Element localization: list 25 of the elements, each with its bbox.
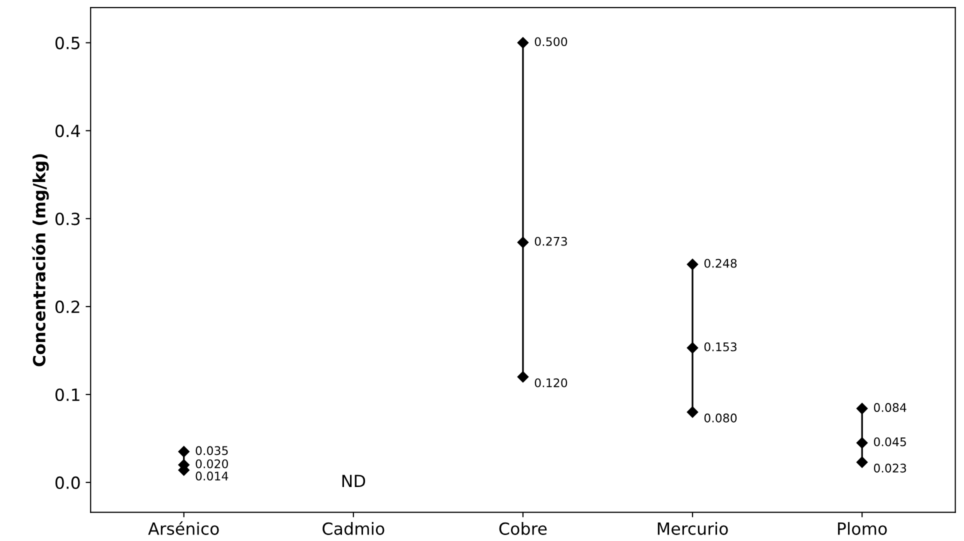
x-tick-label: Cobre [499,522,547,535]
data-label: 0.080 [704,414,737,422]
data-label: 0.045 [874,437,906,446]
x-tick-label: Plomo [838,522,887,535]
data-label: 0.014 [196,472,228,480]
y-tick-label: 0.3 [55,212,80,226]
data-label: 0.248 [704,258,737,268]
data-label: 0.153 [704,342,736,352]
y-tick-label: 0.2 [55,300,80,314]
data-label: 0.020 [196,459,228,468]
data-label: 0.273 [534,236,567,246]
y-axis-title: Concentración (mg/kg) [32,154,49,366]
data-label: 0.120 [534,378,568,388]
annotation: ND [342,474,366,488]
y-tick-label: 0.4 [55,124,80,138]
x-tick-label: Arsénico [148,521,219,535]
x-tick-label: Cadmio [322,522,384,535]
data-label: 0.023 [874,464,906,473]
y-tick-label: 0.1 [55,388,80,402]
y-tick-label: 0.5 [55,36,80,50]
data-label: 0.035 [196,446,228,456]
y-tick-label: 0.0 [55,476,80,489]
data-label: 0.084 [874,403,906,412]
data-label: 0.500 [534,37,568,46]
x-tick-label: Mercurio [658,522,728,535]
